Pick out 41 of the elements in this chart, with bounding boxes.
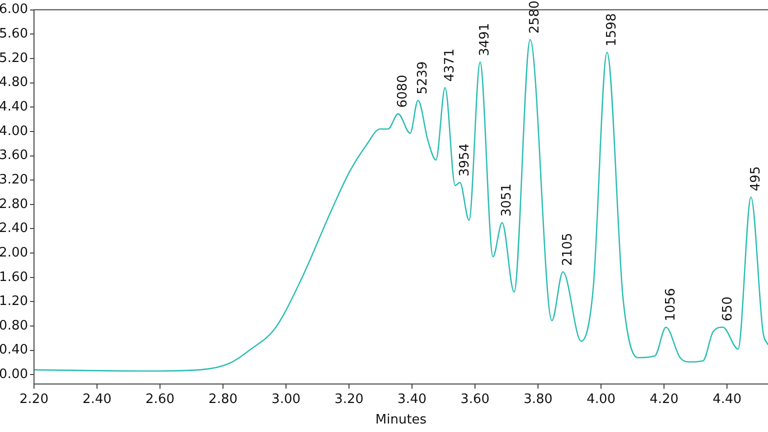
y-tick-label: 5.20 bbox=[0, 50, 28, 66]
x-tick-label: 3.20 bbox=[334, 392, 364, 407]
y-tick-label: 4.00 bbox=[0, 124, 28, 139]
annotation: 650 bbox=[720, 296, 736, 322]
annotation: 3954 bbox=[457, 143, 472, 177]
y-tick-label: 0.40 bbox=[0, 342, 28, 358]
x-tick-label: 3.40 bbox=[398, 392, 426, 407]
annotation: 3051 bbox=[499, 184, 514, 217]
y-tick-label: 0.80 bbox=[0, 318, 28, 334]
y-tick-label: 1.20 bbox=[0, 294, 28, 310]
y-tick-label: 3.60 bbox=[0, 148, 28, 164]
x-tick-label: 2.20 bbox=[20, 392, 48, 407]
y-tick-label: 2.00 bbox=[0, 245, 28, 260]
y-tick-label: 1.60 bbox=[0, 270, 28, 285]
x-tick-label: 4.00 bbox=[586, 392, 616, 407]
y-tick-label: 2.40 bbox=[0, 221, 28, 236]
x-tick-label: 2.40 bbox=[82, 392, 112, 407]
x-axis-title: Minutes bbox=[375, 412, 427, 428]
x-tick-label: 3.60 bbox=[460, 392, 490, 407]
y-tick-label: 2.80 bbox=[0, 196, 28, 212]
annotation: 6080 bbox=[396, 74, 411, 108]
y-tick-label: 4.40 bbox=[0, 99, 28, 114]
y-tick-label: 4.80 bbox=[0, 75, 28, 90]
x-tick-label: 2.60 bbox=[146, 392, 174, 407]
annotation: 3491 bbox=[477, 23, 492, 56]
annotation: 2105 bbox=[560, 232, 576, 266]
y-tick-label: 3.20 bbox=[0, 172, 28, 188]
annotation: 1056 bbox=[663, 288, 678, 322]
y-tick-label: 6.00 bbox=[0, 2, 28, 18]
y-tick-label: 5.60 bbox=[0, 26, 28, 42]
x-tick-label: 4.40 bbox=[712, 392, 742, 407]
annotation: 2580 bbox=[528, 0, 543, 34]
x-tick-label: 3.80 bbox=[524, 392, 553, 407]
annotation: 495 bbox=[748, 166, 764, 192]
annotation: 1598 bbox=[604, 13, 620, 46]
y-tick-label: 0.00 bbox=[0, 367, 28, 382]
annotation: 5239 bbox=[415, 61, 430, 94]
x-tick-label: 2.80 bbox=[208, 392, 238, 407]
x-tick-label: 3.00 bbox=[272, 392, 300, 407]
x-tick-label: 4.20 bbox=[650, 392, 679, 407]
annotation: 4371 bbox=[442, 48, 458, 82]
